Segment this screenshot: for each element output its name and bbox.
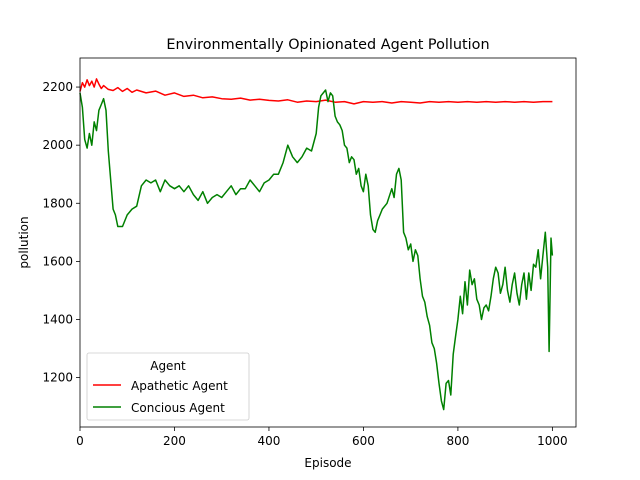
x-tick-label: 800 <box>446 434 469 448</box>
y-tick-label: 1400 <box>42 312 73 326</box>
x-tick-label: 0 <box>76 434 84 448</box>
x-axis-ticks: 0 200 400 600 800 1000 <box>76 427 568 448</box>
chart-title: Environmentally Opinionated Agent Pollut… <box>166 37 489 53</box>
y-axis-ticks: 1200 1400 1600 1800 2000 2200 <box>42 80 80 385</box>
legend-box <box>86 352 250 421</box>
y-tick-label: 1600 <box>42 254 73 268</box>
x-tick-label: 200 <box>163 434 186 448</box>
series-line-concious <box>79 89 554 411</box>
series-line-apathetic <box>79 78 553 105</box>
legend-title: Agent <box>150 359 186 373</box>
y-axis-label: pollution <box>17 216 31 268</box>
y-tick-label: 1200 <box>42 371 73 385</box>
x-tick-label: 400 <box>257 434 280 448</box>
y-tick-label: 2200 <box>42 80 73 94</box>
x-axis-label: Episode <box>304 456 351 470</box>
plot-frame <box>79 57 577 428</box>
legend-label-concious: Concious Agent <box>131 401 225 415</box>
legend: Agent Apathetic Agent Concious Agent <box>86 352 250 421</box>
x-tick-label: 600 <box>352 434 375 448</box>
legend-label-apathetic: Apathetic Agent <box>131 379 228 393</box>
plot-lines <box>79 78 554 411</box>
y-tick-label: 1800 <box>42 196 73 210</box>
x-tick-label: 1000 <box>537 434 568 448</box>
y-tick-label: 2000 <box>42 138 73 152</box>
